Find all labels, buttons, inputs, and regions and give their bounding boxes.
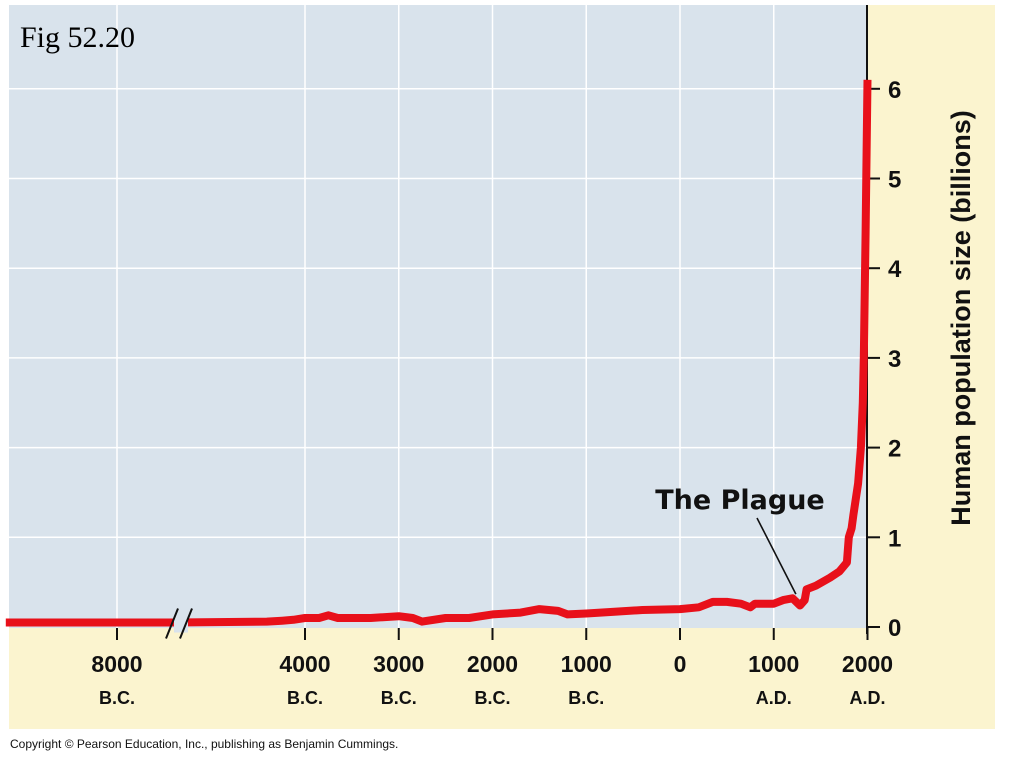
- x-tick-label: 0: [674, 651, 687, 677]
- annotation-the-plague: The Plague: [655, 485, 825, 595]
- x-ticks: 8000 B.C. 4000 B.C. 3000 B.C. 2000 B.C. 1000 B.C.…: [91, 628, 893, 708]
- break-slash-left: [165, 608, 179, 639]
- x-tick-era: B.C.: [568, 688, 604, 708]
- x-tick-label: 3000: [373, 651, 424, 677]
- y-tick-label: 4: [888, 256, 902, 283]
- population-chart: 0 1 2 3 4 5 6 8000 B.C. 4000 B.C. 3000 B.C. 2000 B.C.…: [5, 5, 995, 729]
- x-tick-era: B.C.: [475, 688, 511, 708]
- y-tick-label: 5: [888, 167, 901, 194]
- bottom-gutter: [9, 628, 995, 729]
- copyright-notice: Copyright © Pearson Education, Inc., pub…: [10, 737, 399, 751]
- axis-break-marker: [165, 608, 193, 639]
- annotation-pointer: [756, 517, 797, 595]
- x-tick-label: 1000: [748, 651, 799, 677]
- x-tick-label: 1000: [561, 651, 612, 677]
- series-line: [5, 79, 872, 627]
- plot-background: [9, 5, 867, 628]
- x-tick-era: A.D.: [756, 688, 792, 708]
- x-tick-label: 4000: [279, 651, 330, 677]
- x-tick-era: B.C.: [99, 688, 135, 708]
- x-tick-era: A.D.: [850, 688, 886, 708]
- y-tick-label: 3: [888, 346, 901, 373]
- x-tick-era: B.C.: [381, 688, 417, 708]
- annotation-text: The Plague: [655, 485, 824, 516]
- right-gutter: [867, 5, 995, 729]
- y-tick-label: 1: [888, 525, 901, 552]
- y-tick-label: 2: [888, 436, 901, 463]
- y-tick-label: 0: [888, 615, 901, 642]
- x-tick-label: 2000: [842, 651, 893, 677]
- figure-label: Fig 52.20: [20, 21, 135, 54]
- y-ticks: 0 1 2 3 4 5 6: [867, 77, 902, 642]
- x-tick-label: 2000: [467, 651, 518, 677]
- y-tick-label: 6: [888, 77, 901, 104]
- break-slash-right: [179, 608, 193, 639]
- gridlines: [9, 5, 867, 628]
- x-tick-era: B.C.: [287, 688, 323, 708]
- x-tick-label: 8000: [91, 651, 142, 677]
- y-axis-label: Human population size (billions): [946, 110, 976, 526]
